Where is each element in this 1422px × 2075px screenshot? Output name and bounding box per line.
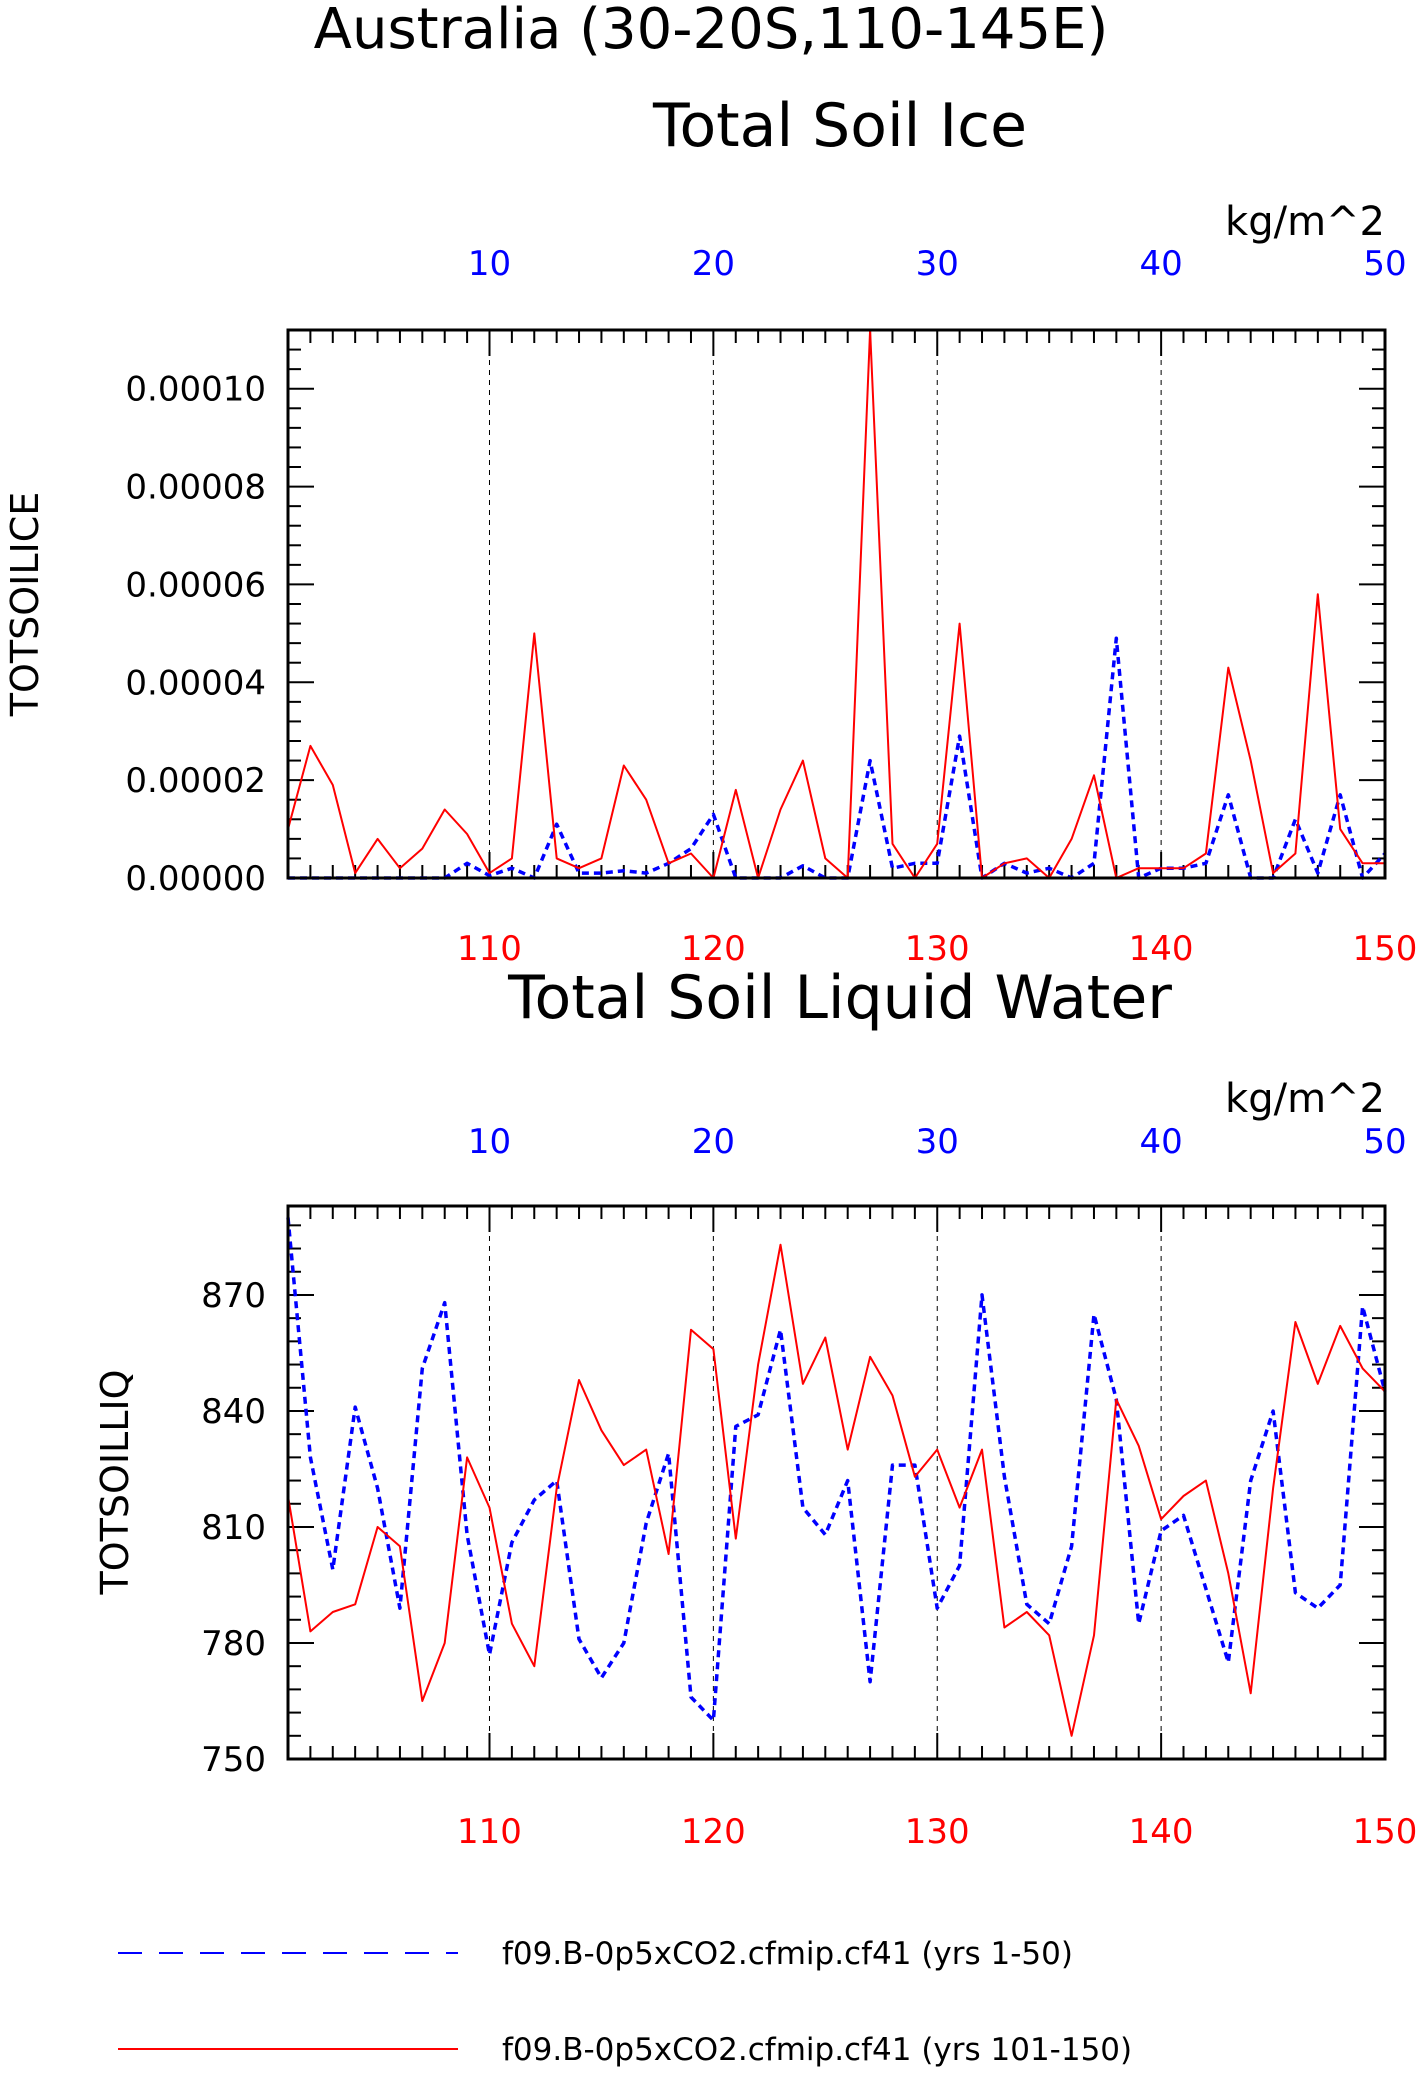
y-axis-label: TOTSOILLIQ xyxy=(93,1369,137,1595)
y-tick-label: 810 xyxy=(201,1508,266,1548)
series-line-yrs-101-150 xyxy=(287,1243,1386,1737)
bottom-tick-label: 150 xyxy=(1353,929,1418,969)
y-tick-label: 0.00008 xyxy=(125,468,266,508)
plot-frame xyxy=(286,328,1387,880)
bottom-tick-label: 150 xyxy=(1353,1812,1418,1852)
y-tick-label: 870 xyxy=(201,1276,266,1316)
y-tick-label: 840 xyxy=(201,1392,266,1432)
figure-title: Australia (30-20S,110-145E) xyxy=(314,0,1109,62)
bottom-tick-label: 130 xyxy=(905,929,970,969)
y-tick-label: 0.00000 xyxy=(125,859,266,899)
bottom-tick-label: 140 xyxy=(1129,929,1194,969)
soil-liquid-panel: Total Soil Liquid Water kg/m^2 TOTSOILLIQ 7… xyxy=(93,963,1417,1852)
legend-item-yrs-1-50: f09.B-0p5xCO2.cfmip.cf41 (yrs 1-50) xyxy=(118,1936,1073,1972)
top-tick-label: 40 xyxy=(1139,1122,1182,1162)
chart-title: Total Soil Ice xyxy=(652,91,1027,161)
top-tick-label: 20 xyxy=(692,244,735,284)
legend-label: f09.B-0p5xCO2.cfmip.cf41 (yrs 1-50) xyxy=(502,1936,1073,1972)
y-tick-label: 780 xyxy=(201,1624,266,1664)
top-tick-label: 30 xyxy=(916,1122,959,1162)
soil-ice-panel: Total Soil Ice kg/m^2 TOTSOILICE 0.00000 0.0… xyxy=(3,91,1417,969)
top-tick-label: 10 xyxy=(468,1122,511,1162)
top-tick-label: 50 xyxy=(1363,244,1406,284)
bottom-tick-label: 110 xyxy=(457,929,522,969)
top-tick-label: 40 xyxy=(1139,244,1182,284)
top-tick-label: 30 xyxy=(916,244,959,284)
bottom-tick-label: 110 xyxy=(457,1812,522,1852)
units-label: kg/m^2 xyxy=(1225,199,1385,245)
legend: f09.B-0p5xCO2.cfmip.cf41 (yrs 1-50) f09.… xyxy=(118,1936,1132,2068)
y-tick-label: 0.00004 xyxy=(125,663,266,703)
series-line-yrs-1-50 xyxy=(288,636,1387,880)
y-tick-label: 0.00010 xyxy=(125,370,266,410)
series-line-yrs-1-50 xyxy=(286,1217,1387,1723)
top-tick-label: 50 xyxy=(1363,1122,1406,1162)
legend-label: f09.B-0p5xCO2.cfmip.cf41 (yrs 101-150) xyxy=(502,2032,1132,2068)
legend-item-yrs-101-150: f09.B-0p5xCO2.cfmip.cf41 (yrs 101-150) xyxy=(118,2032,1132,2068)
bottom-tick-label: 140 xyxy=(1129,1812,1194,1852)
series-line-yrs-101-150 xyxy=(287,329,1385,879)
bottom-tick-label: 120 xyxy=(681,1812,746,1852)
bottom-tick-label: 130 xyxy=(905,1812,970,1852)
chart-title: Total Soil Liquid Water xyxy=(507,963,1172,1033)
y-axis-label: TOTSOILICE xyxy=(3,492,47,718)
y-tick-label: 0.00002 xyxy=(125,761,266,801)
bottom-tick-label: 120 xyxy=(681,929,746,969)
plot-frame xyxy=(286,1204,1387,1761)
top-tick-label: 10 xyxy=(468,244,511,284)
y-tick-label: 0.00006 xyxy=(125,565,266,605)
y-tick-label: 750 xyxy=(201,1740,266,1780)
top-tick-label: 20 xyxy=(692,1122,735,1162)
units-label: kg/m^2 xyxy=(1225,1076,1385,1122)
